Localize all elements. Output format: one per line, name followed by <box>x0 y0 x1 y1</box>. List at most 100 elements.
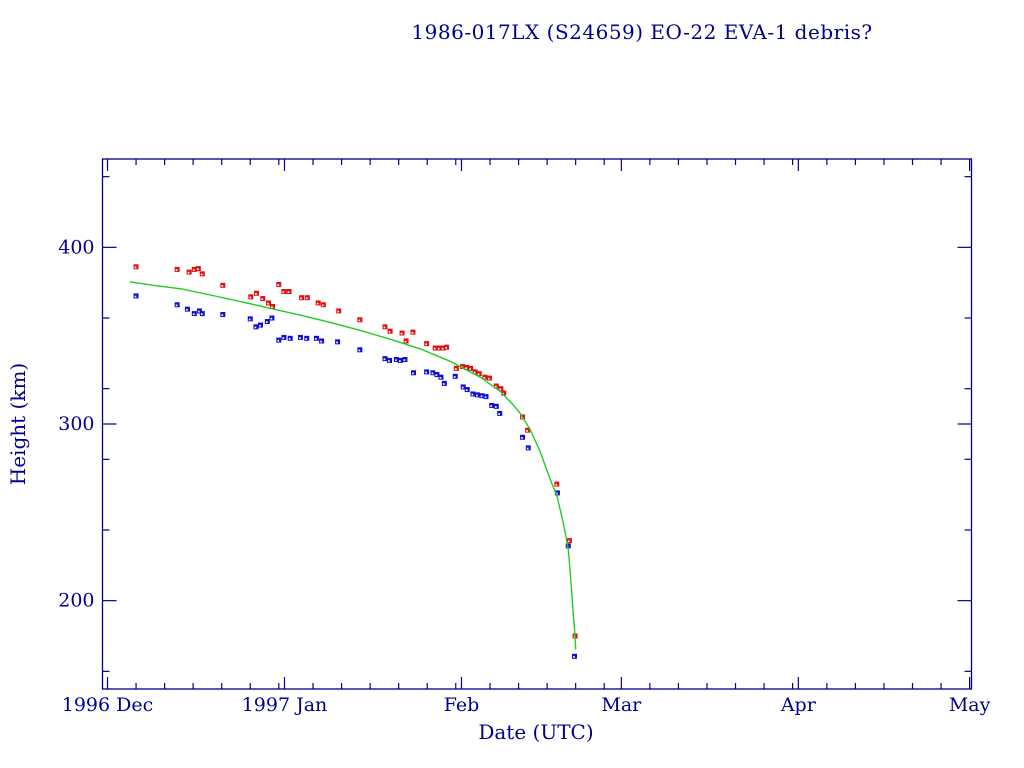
marker-dot <box>437 347 440 350</box>
marker-dot <box>445 346 447 349</box>
marker-dot <box>494 406 497 408</box>
marker-dot <box>454 368 457 370</box>
x-axis-title: Date (UTC) <box>478 720 594 744</box>
marker-dot <box>555 483 558 486</box>
marker-dot <box>477 373 480 376</box>
marker-dot <box>526 429 529 432</box>
y-tick-label: 300 <box>58 413 94 435</box>
marker-dot <box>573 656 575 658</box>
marker-dot <box>282 337 285 339</box>
marker-dot <box>425 343 427 346</box>
marker-dot <box>358 349 361 352</box>
marker-dot <box>305 338 308 340</box>
marker-dot <box>499 388 502 391</box>
marker-dot <box>277 284 280 286</box>
marker-dot <box>358 319 361 322</box>
marker-dot <box>254 326 257 329</box>
marker-dot <box>473 371 476 374</box>
marker-dot <box>221 314 224 316</box>
marker-dot <box>321 304 324 307</box>
marker-dot <box>480 395 483 398</box>
marker-dot <box>469 368 471 370</box>
marker-dot <box>439 376 442 379</box>
marker-dot <box>248 318 251 321</box>
marker-dot <box>433 347 436 350</box>
marker-dot <box>270 317 273 320</box>
marker-dot <box>277 339 280 342</box>
marker-dot <box>483 376 486 379</box>
marker-dot <box>221 285 224 287</box>
marker-dot <box>442 383 445 385</box>
marker-dot <box>175 304 178 307</box>
marker-dot <box>521 416 523 419</box>
marker-dot <box>403 359 406 362</box>
marker-dot <box>288 338 291 340</box>
marker-dot <box>490 405 493 407</box>
marker-dot <box>299 337 301 339</box>
marker-dot <box>388 360 390 362</box>
marker-dot <box>336 341 338 344</box>
marker-dot <box>398 360 401 362</box>
x-tick-label: May <box>949 694 991 716</box>
marker-dot <box>187 271 190 274</box>
marker-dot <box>412 372 414 375</box>
marker-dot <box>400 332 403 335</box>
x-tick-label: 1997 Jan <box>242 694 328 716</box>
marker-dot <box>526 447 529 450</box>
marker-dot <box>316 302 319 305</box>
marker-dot <box>388 331 391 333</box>
marker-dot <box>453 376 456 378</box>
marker-dot <box>461 386 464 389</box>
y-tick-label: 400 <box>58 236 94 258</box>
marker-dot <box>494 385 497 388</box>
marker-dot <box>441 347 444 350</box>
x-tick-label: 1996 Dec <box>62 694 154 716</box>
marker-dot <box>287 291 290 293</box>
x-tick-label: Mar <box>601 694 642 716</box>
x-tick-label: Feb <box>444 694 480 716</box>
marker-dot <box>383 326 386 329</box>
marker-dot <box>435 374 438 377</box>
marker-dot <box>484 396 487 399</box>
marker-dot <box>265 321 268 324</box>
marker-dot <box>300 297 302 300</box>
y-tick-label: 200 <box>58 590 94 612</box>
marker-dot <box>134 266 137 269</box>
marker-dot <box>521 437 523 439</box>
marker-dot <box>305 297 308 300</box>
marker-dot <box>555 492 558 495</box>
chart-title: 1986-017LX (S24659) EO-22 EVA-1 debris? <box>411 20 873 44</box>
marker-dot <box>282 291 285 293</box>
marker-dot <box>320 340 322 343</box>
marker-dot <box>249 296 252 299</box>
marker-dot <box>261 298 264 301</box>
marker-dot <box>425 371 427 374</box>
marker-dot <box>465 367 467 369</box>
marker-dot <box>255 293 257 295</box>
marker-dot <box>196 268 199 271</box>
marker-dot <box>498 413 501 415</box>
marker-dot <box>186 308 188 311</box>
marker-dot <box>404 340 407 343</box>
marker-dot <box>383 358 386 361</box>
marker-dot <box>394 359 397 362</box>
marker-dot <box>271 306 273 309</box>
marker-dot <box>567 540 570 543</box>
marker-dot <box>315 338 317 340</box>
marker-dot <box>488 377 490 380</box>
marker-dot <box>471 393 474 396</box>
marker-dot <box>476 394 478 397</box>
marker-dot <box>198 310 200 313</box>
marker-dot <box>192 269 195 271</box>
marker-dot <box>465 389 468 392</box>
model-curve <box>129 281 577 650</box>
marker-dot <box>200 313 203 316</box>
marker-dot <box>175 269 178 271</box>
marker-dot <box>337 310 340 313</box>
marker-dot <box>134 295 137 298</box>
plot-frame <box>101 158 973 690</box>
marker-dot <box>267 302 269 305</box>
marker-dot <box>411 331 414 334</box>
x-tick-label: Apr <box>780 694 817 716</box>
